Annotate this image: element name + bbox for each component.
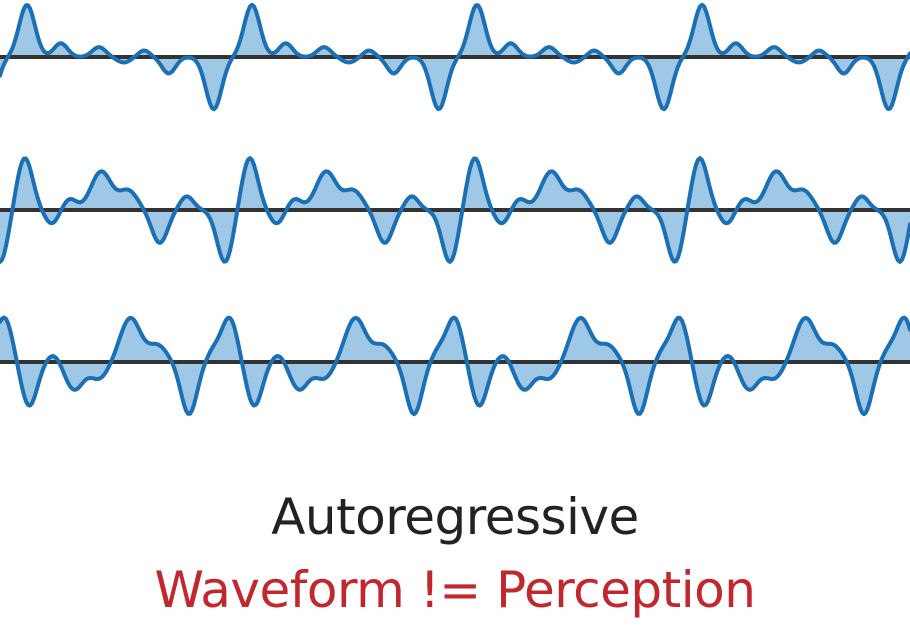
waveform-bottom bbox=[0, 315, 910, 417]
waveform-curve bbox=[0, 156, 910, 264]
caption-subtitle: Waveform != Perception bbox=[154, 561, 756, 619]
waveform-curve bbox=[0, 2, 910, 112]
waveform-middle bbox=[0, 156, 910, 264]
waveform-figure bbox=[0, 2, 910, 417]
waveform-top bbox=[0, 2, 910, 112]
caption-title: Autoregressive bbox=[271, 488, 639, 546]
waveform-curve bbox=[0, 315, 910, 417]
waveforms-group bbox=[0, 2, 910, 417]
waveform-fill bbox=[0, 317, 910, 415]
